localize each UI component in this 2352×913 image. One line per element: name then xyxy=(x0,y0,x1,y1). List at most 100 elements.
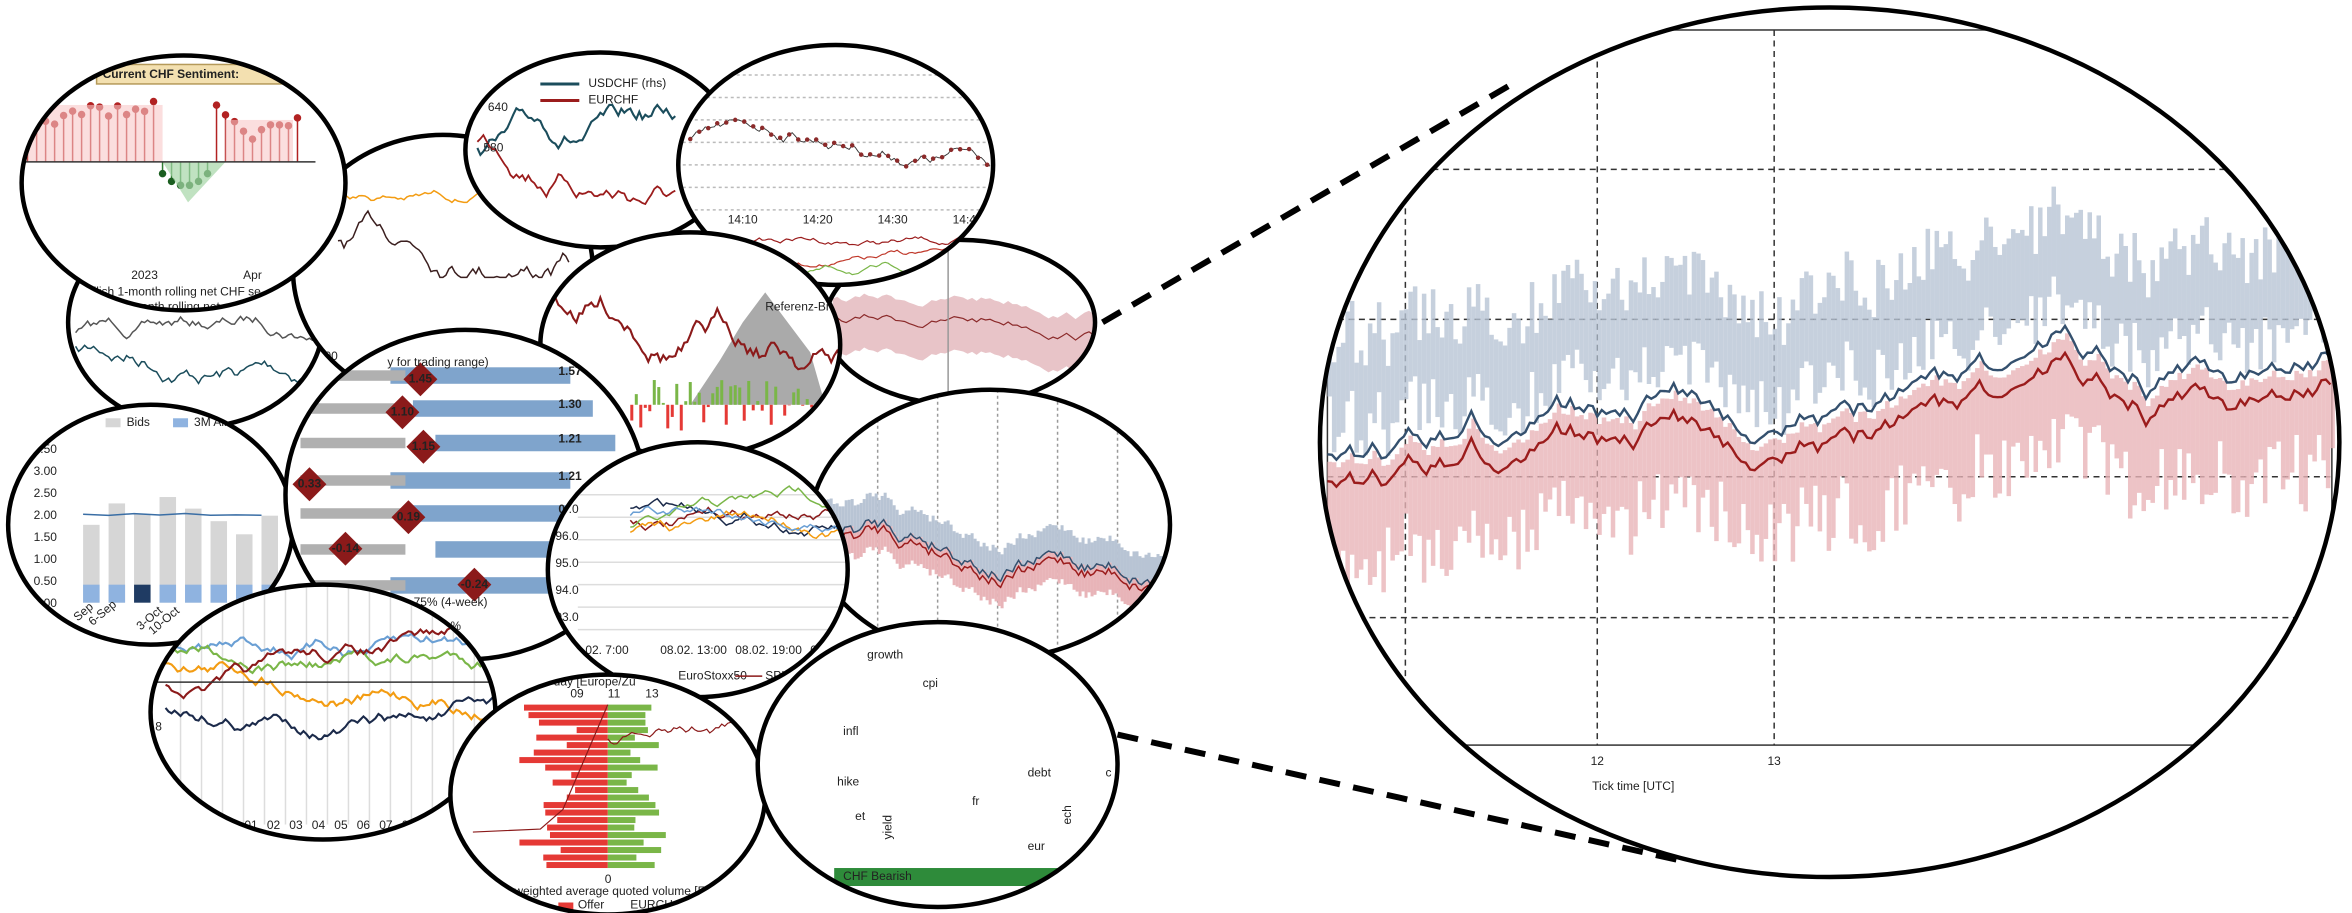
tick-dot xyxy=(975,155,981,161)
band-up xyxy=(2231,254,2236,345)
label: 96.0 xyxy=(555,529,579,543)
range-bar xyxy=(435,434,616,452)
band-up xyxy=(1093,540,1097,568)
band-up xyxy=(1822,297,1827,388)
band-up xyxy=(1736,323,1742,414)
band-down xyxy=(2087,360,2092,433)
range-grey xyxy=(300,508,406,519)
band-down xyxy=(2136,385,2142,493)
band-down xyxy=(2177,372,2182,450)
band-up xyxy=(904,510,908,538)
band-down xyxy=(2195,364,2200,475)
band-down xyxy=(2289,380,2295,473)
band-up xyxy=(1588,302,1593,393)
band-down xyxy=(1745,443,1751,531)
band-up xyxy=(1795,310,1800,401)
band-down xyxy=(1808,424,1814,527)
label: yield xyxy=(880,815,894,840)
band-up xyxy=(2181,246,2187,337)
band-down xyxy=(1538,423,1544,494)
flow-bar xyxy=(634,394,638,405)
tick-dot xyxy=(741,119,747,124)
tick-dot xyxy=(867,152,873,157)
allot-bar xyxy=(210,584,228,603)
band-down xyxy=(1867,418,1872,552)
allot-bar xyxy=(134,584,151,603)
label: Tick time [UTC] xyxy=(1592,779,1674,793)
band-down xyxy=(904,537,908,565)
band-up xyxy=(1561,270,1566,361)
band-down xyxy=(1970,372,1976,498)
band-up xyxy=(1493,339,1499,430)
band-up xyxy=(955,532,959,560)
band-up xyxy=(880,495,884,523)
band-up xyxy=(2047,206,2052,297)
bid-bar xyxy=(607,809,660,816)
offer-bar xyxy=(545,764,608,771)
tick-dot xyxy=(813,137,819,142)
flow-bar xyxy=(724,404,728,425)
band-up xyxy=(1331,362,1337,453)
band-down xyxy=(934,547,938,575)
band-up xyxy=(1673,265,1679,356)
band-down xyxy=(979,573,983,601)
band-up xyxy=(2118,233,2124,324)
band-up xyxy=(1511,313,1517,404)
band-down xyxy=(961,564,965,592)
band-down xyxy=(2047,352,2052,469)
band-down xyxy=(1777,439,1782,524)
band xyxy=(832,293,1094,374)
band-up xyxy=(2150,260,2155,351)
band-up xyxy=(2235,257,2241,348)
label: ech xyxy=(1060,805,1074,824)
label: debt xyxy=(1028,766,1052,780)
band-up xyxy=(1885,288,1890,379)
offer-bar xyxy=(538,719,608,726)
tick-dot xyxy=(831,140,837,146)
band-down xyxy=(1993,377,1998,498)
flow-bar xyxy=(679,404,683,431)
flow-bar xyxy=(661,402,665,405)
band-down xyxy=(958,560,962,588)
flow-bar xyxy=(688,382,692,405)
bubble-content xyxy=(74,315,323,385)
band-up xyxy=(1408,291,1413,382)
diamond xyxy=(391,500,426,535)
dot xyxy=(212,101,221,109)
band-up xyxy=(997,552,1001,580)
band-down xyxy=(964,560,968,588)
band-up xyxy=(1903,289,1908,380)
band-down xyxy=(1660,398,1665,528)
band-up xyxy=(1813,313,1818,404)
band-down xyxy=(1633,429,1638,537)
band-up xyxy=(1948,231,1953,322)
band-up xyxy=(1696,253,1701,344)
band-up xyxy=(1048,524,1052,552)
trace xyxy=(164,696,496,741)
panel-tickband xyxy=(807,387,1173,662)
band-down xyxy=(1156,581,1160,609)
bid-bar xyxy=(607,817,636,824)
flow-bar xyxy=(693,401,697,405)
band-down xyxy=(2303,377,2308,512)
band-up xyxy=(1421,293,1427,384)
band-down xyxy=(1849,412,1854,539)
label: 0.33 xyxy=(298,476,322,490)
band-up xyxy=(2096,215,2101,306)
band-up xyxy=(1768,334,1773,425)
tick-dot xyxy=(903,164,909,169)
band-down xyxy=(1453,445,1458,542)
band-down xyxy=(1574,416,1580,499)
band-up xyxy=(2038,207,2043,298)
band-down xyxy=(1988,375,1994,455)
band-up xyxy=(1081,537,1085,565)
offer-bar xyxy=(519,757,608,764)
tick-dot xyxy=(786,132,792,137)
band-up xyxy=(1520,343,1526,434)
band-down xyxy=(1021,565,1025,593)
band-up xyxy=(1790,299,1796,390)
label: 03 xyxy=(289,818,303,832)
